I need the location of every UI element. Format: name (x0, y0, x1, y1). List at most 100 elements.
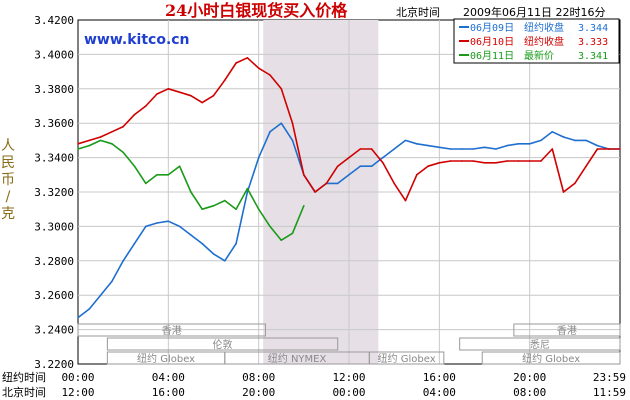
data-point (223, 260, 226, 262)
data-point (303, 204, 305, 207)
x-row-label: 纽约时间 (2, 370, 46, 384)
y-axis-label-char: 币 (1, 172, 15, 188)
data-point (291, 122, 294, 124)
data-point (506, 160, 508, 162)
y-tick-label: 3.4200 (34, 14, 74, 27)
x-tick-label: 16:00 (152, 386, 185, 399)
data-point (461, 160, 463, 162)
data-point (133, 113, 136, 116)
data-point (585, 165, 587, 167)
data-point (551, 148, 554, 150)
data-point (562, 191, 565, 193)
data-point (190, 94, 192, 97)
data-point (167, 220, 170, 223)
y-axis-label-char: 克 (1, 206, 15, 222)
data-point (585, 139, 587, 142)
session-box (513, 323, 621, 337)
data-point (619, 148, 621, 150)
data-point (382, 161, 384, 164)
session-box (77, 323, 266, 337)
data-point (111, 280, 113, 283)
data-point (528, 160, 531, 162)
data-point (280, 122, 283, 124)
data-point (156, 93, 158, 95)
data-point (190, 191, 192, 193)
data-point (607, 148, 610, 150)
data-point (269, 225, 271, 228)
x-tick-label: 20:00 (242, 386, 275, 399)
data-point (88, 144, 91, 147)
data-point (404, 199, 407, 202)
data-point (257, 156, 260, 159)
y-tick-label: 3.3000 (34, 220, 74, 233)
data-point (494, 148, 497, 150)
y-tick-label: 3.2200 (34, 358, 74, 371)
data-point (483, 161, 486, 164)
session-box (459, 337, 621, 351)
y-tick-label: 3.3600 (34, 117, 74, 130)
data-point (99, 136, 102, 138)
data-point (212, 253, 215, 255)
data-point (291, 139, 294, 142)
data-point (596, 148, 599, 150)
data-point (494, 161, 497, 164)
x-tick-label: 00:00 (332, 386, 365, 399)
data-point (144, 225, 147, 228)
data-point (540, 139, 542, 142)
data-point (144, 182, 147, 185)
data-point (133, 165, 136, 167)
data-point (415, 143, 418, 145)
data-point (336, 165, 339, 167)
legend-value: 3.341 (578, 51, 608, 62)
data-point (167, 174, 170, 176)
data-point (427, 144, 429, 147)
data-point (506, 144, 508, 147)
chart-title: 24小时白银现货买入价格 (165, 1, 348, 20)
data-point (348, 174, 350, 176)
data-point (246, 191, 249, 193)
y-axis-label-char: / (6, 189, 11, 205)
data-point (303, 174, 305, 176)
session-label: 纽约 NYMEX (268, 352, 327, 365)
data-point (111, 131, 113, 133)
data-point (393, 182, 395, 185)
data-point (144, 105, 147, 107)
x-row-label: 北京时间 (2, 385, 46, 399)
data-point (382, 156, 384, 159)
data-point (449, 160, 452, 162)
data-point (370, 148, 373, 150)
data-point (517, 160, 520, 162)
data-point (212, 204, 215, 207)
data-point (438, 146, 441, 149)
legend-value: 3.344 (578, 23, 608, 34)
data-point (280, 239, 283, 241)
x-tick-label: 20:00 (513, 371, 546, 384)
x-tick-label: 08:00 (242, 371, 275, 384)
data-point (246, 57, 249, 59)
data-point (257, 67, 260, 69)
data-point (212, 94, 215, 97)
x-tick-label: 04:00 (152, 371, 185, 384)
data-point (122, 260, 124, 262)
timestamp: 2009年06月11日 22时16分 (463, 5, 605, 19)
data-point (336, 182, 339, 185)
x-tick-label: 23:59 (593, 371, 626, 384)
data-point (314, 191, 316, 193)
session-label: 香港 (162, 325, 182, 337)
legend-date: 06月09日 (470, 22, 514, 34)
legend-date: 06月11日 (470, 50, 514, 62)
data-point (427, 165, 429, 167)
data-point (167, 88, 170, 90)
data-point (88, 139, 91, 142)
data-point (88, 308, 91, 310)
data-point (223, 199, 226, 202)
data-point (99, 139, 102, 142)
data-point (370, 165, 373, 167)
y-tick-label: 3.3800 (34, 83, 74, 96)
data-point (99, 294, 102, 297)
data-point (596, 144, 599, 147)
x-tick-label: 04:00 (423, 386, 456, 399)
legend-box (453, 18, 620, 64)
legend-value: 3.333 (578, 37, 608, 48)
legend-label: 纽约收盘 (524, 35, 564, 48)
